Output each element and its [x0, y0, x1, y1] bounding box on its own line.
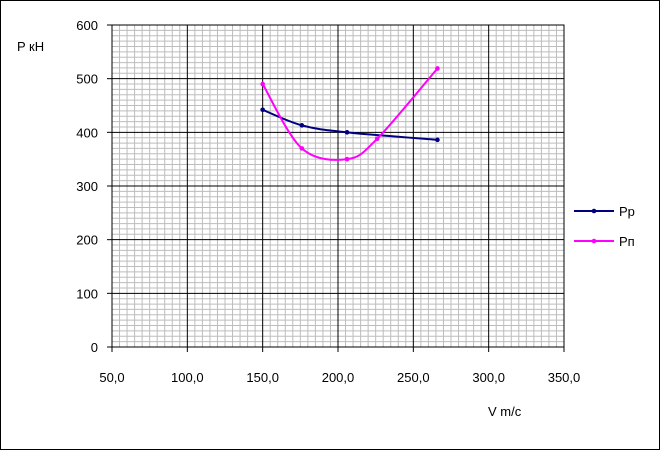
series-1-line [262, 108, 438, 141]
y-axis-title: P кН [17, 39, 44, 54]
series-2-line [261, 67, 439, 161]
y-tick-label: 200 [76, 233, 98, 248]
series-2-legend-marker [591, 238, 597, 244]
series-layer [260, 66, 440, 162]
series-2-point [374, 136, 380, 142]
major-grid [112, 25, 564, 347]
series-2-point [299, 146, 305, 151]
x-tick-label: 250,0 [397, 370, 430, 385]
x-tick-label: 150,0 [246, 370, 279, 385]
x-tick-label: 50,0 [99, 370, 124, 385]
series-1-point [299, 123, 305, 128]
y-tick-label: 400 [76, 125, 98, 140]
series-1-legend-marker [591, 208, 597, 214]
y-tick-label: 0 [91, 340, 98, 355]
series-2-legend-label: Pп [619, 234, 635, 249]
series-2-point [435, 66, 440, 71]
x-tick-labels: 50,0 100,0 150,0 200,0 250,0 300,0 350,0 [99, 370, 580, 385]
series-1-legend-label: Pp [619, 204, 635, 219]
series-1-point [435, 137, 440, 143]
y-tick-label: 500 [76, 72, 98, 87]
x-tick-label: 100,0 [171, 370, 204, 385]
x-tick-label: 300,0 [472, 370, 505, 385]
x-tick-label: 200,0 [322, 370, 355, 385]
y-tick-label: 600 [76, 18, 98, 33]
legend: Pp Pп [574, 204, 635, 249]
y-tick-labels: 0 100 200 300 400 500 600 [76, 18, 98, 355]
series-1-point [260, 107, 265, 113]
x-tick-label: 350,0 [548, 370, 581, 385]
x-axis-title: V m/c [488, 404, 522, 419]
series-2-point [260, 81, 265, 87]
axes [107, 24, 565, 352]
series-1-point [344, 130, 350, 135]
series-2-point [344, 156, 350, 162]
y-tick-label: 300 [76, 179, 98, 194]
y-tick-label: 100 [76, 286, 98, 301]
